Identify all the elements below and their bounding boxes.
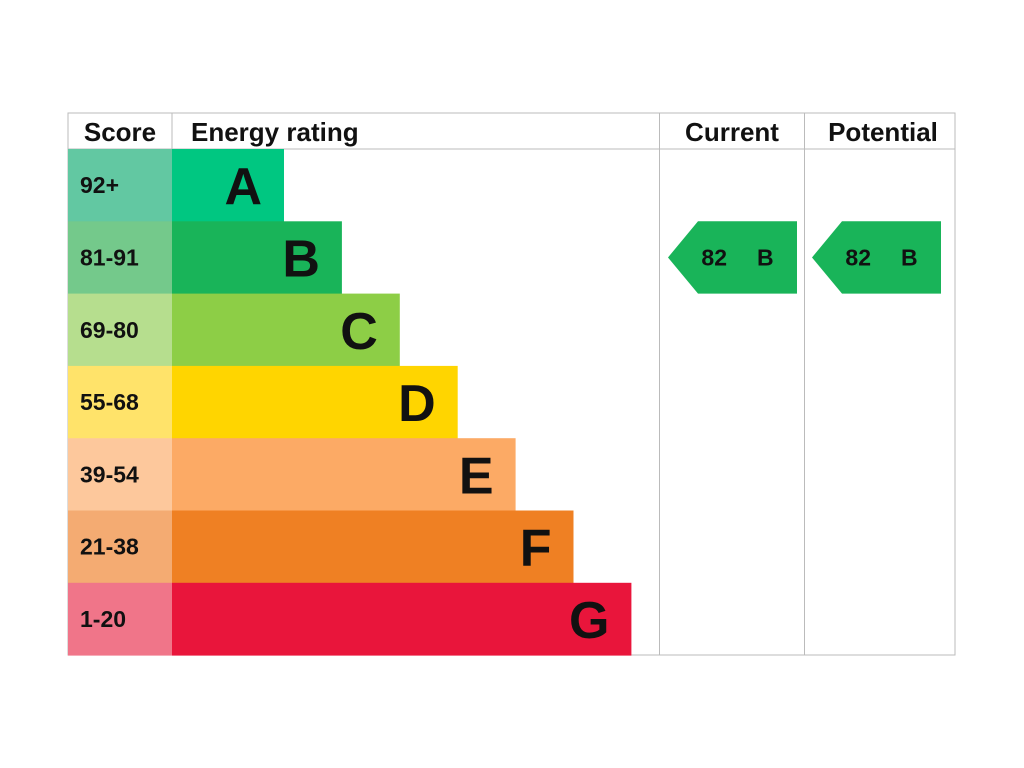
- header-rating: Energy rating: [191, 117, 359, 147]
- score-label: 21-38: [80, 534, 139, 560]
- score-label: 1-20: [80, 606, 126, 632]
- current-arrow: [668, 221, 797, 294]
- rating-bar: [172, 510, 574, 584]
- potential-score: 82: [845, 244, 871, 270]
- score-label: 81-91: [80, 244, 139, 270]
- header-potential: Potential: [828, 117, 938, 147]
- rating-letter: D: [398, 375, 436, 433]
- header-score: Score: [84, 117, 156, 147]
- rating-letter: B: [282, 230, 320, 288]
- rating-bar: [172, 582, 632, 656]
- score-cell: [68, 293, 172, 367]
- score-cell: [68, 438, 172, 511]
- rating-bar: [172, 438, 516, 511]
- score-label: 69-80: [80, 317, 139, 343]
- score-cell: [68, 149, 172, 222]
- rating-bar: [172, 293, 400, 367]
- rating-letter: G: [569, 592, 609, 650]
- score-label: 39-54: [80, 461, 139, 487]
- rating-bar: [172, 365, 458, 439]
- score-cell: [68, 582, 172, 656]
- score-cell: [68, 221, 172, 295]
- rating-letter: C: [340, 303, 378, 361]
- score-label: 55-68: [80, 389, 139, 415]
- header-current: Current: [685, 117, 779, 147]
- potential-band: B: [901, 244, 918, 270]
- score-cell: [68, 365, 172, 439]
- rating-bar: [172, 221, 342, 295]
- current-band: B: [757, 244, 774, 270]
- score-label: 92+: [80, 172, 119, 198]
- rating-letter: E: [459, 447, 494, 505]
- rating-letter: A: [224, 158, 262, 216]
- score-cell: [68, 510, 172, 584]
- rating-bar: [172, 149, 284, 222]
- rating-letter: F: [520, 520, 552, 578]
- current-score: 82: [701, 244, 727, 270]
- potential-arrow: [812, 221, 941, 294]
